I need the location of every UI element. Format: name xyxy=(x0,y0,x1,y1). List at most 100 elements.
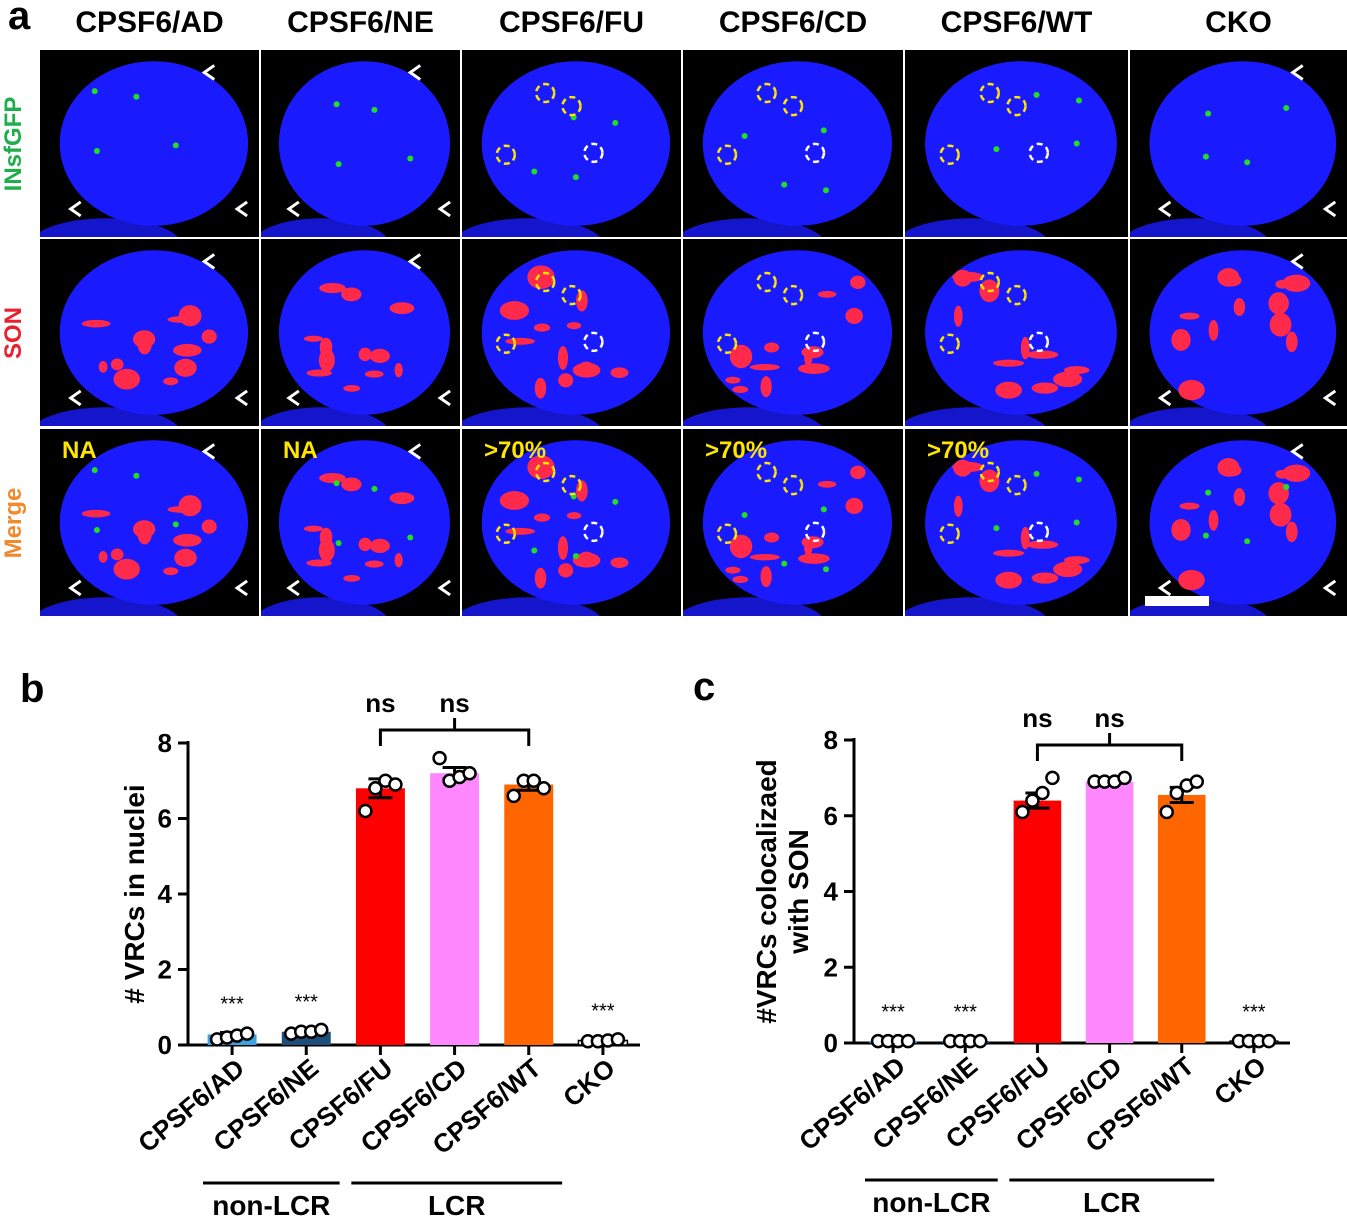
micrograph-tile xyxy=(261,50,460,237)
nucleus xyxy=(683,407,822,426)
vrc-circle-marker xyxy=(495,144,517,165)
x-tick-label: CPSF6/AD xyxy=(793,1051,911,1157)
data-point xyxy=(1025,793,1040,808)
speckle xyxy=(505,527,535,535)
data-point xyxy=(442,773,457,788)
group-label: non-LCR xyxy=(872,1187,990,1218)
vrc-dot xyxy=(823,566,829,573)
vrc-dot xyxy=(335,161,342,168)
data-point xyxy=(1035,785,1050,801)
group-label: non-LCR xyxy=(212,1190,330,1218)
speckle xyxy=(993,549,1025,557)
vrc-circle-marker xyxy=(756,82,777,104)
speckle xyxy=(1178,379,1205,401)
vrc-circle-marker xyxy=(495,523,517,544)
speckle xyxy=(303,335,324,342)
speckle xyxy=(174,358,197,377)
vrc-dot xyxy=(93,147,100,154)
speckle xyxy=(389,302,415,315)
speckle xyxy=(1222,274,1242,287)
arrowhead-marker xyxy=(1322,200,1337,218)
speckle xyxy=(952,271,984,283)
speckle xyxy=(804,537,813,556)
significance-label: ns xyxy=(439,688,469,718)
micrograph-tile xyxy=(40,50,259,237)
speckle xyxy=(804,347,813,366)
arrowhead-marker xyxy=(68,579,82,597)
speckle xyxy=(764,342,780,353)
data-point xyxy=(1117,770,1132,786)
speckle xyxy=(953,495,963,517)
vrc-circle-marker xyxy=(534,461,556,483)
speckle xyxy=(1026,540,1059,549)
speckle xyxy=(1282,464,1311,482)
speckle xyxy=(167,506,196,513)
vrc-dot xyxy=(1244,538,1251,545)
x-tick-label: CKO xyxy=(557,1053,621,1113)
y-axis-label: with SON xyxy=(783,829,814,954)
speckle xyxy=(1178,569,1205,591)
significance-label: *** xyxy=(954,1001,978,1023)
vrc-circle-marker xyxy=(1028,142,1050,164)
arrowhead-marker xyxy=(1290,64,1304,81)
group-label: LCR xyxy=(428,1190,486,1218)
micrograph-tile xyxy=(905,50,1128,237)
speckle xyxy=(817,290,837,298)
data-point xyxy=(1231,1033,1247,1049)
vrc-circle-marker xyxy=(583,331,604,353)
significance-bracket xyxy=(1035,743,1184,761)
vrc-circle-marker xyxy=(1028,521,1050,543)
vrc-dot xyxy=(823,187,829,194)
nucleus xyxy=(278,61,451,226)
speckle xyxy=(178,305,202,327)
micrograph-tile xyxy=(261,429,460,616)
arrowhead-marker xyxy=(68,389,82,407)
speckle xyxy=(850,275,866,290)
speckle xyxy=(318,538,335,562)
vrc-dot xyxy=(1202,532,1209,539)
speckle xyxy=(499,301,529,320)
vrc-dot xyxy=(531,168,538,175)
nucleus xyxy=(1130,218,1267,237)
arrowhead-marker xyxy=(437,389,451,407)
speckle xyxy=(610,557,629,568)
speckle xyxy=(318,348,335,372)
vrc-circle-marker xyxy=(534,271,556,293)
vrc-dot xyxy=(993,525,1000,532)
arrowhead-marker xyxy=(234,389,248,407)
vrc-dot xyxy=(1283,104,1290,111)
y-tick-label: 8 xyxy=(824,725,838,755)
x-tick-label: CPSF6/CD xyxy=(1010,1051,1128,1157)
data-point xyxy=(1261,1033,1277,1049)
vrc-circle-marker xyxy=(939,333,960,354)
speckle xyxy=(505,337,535,345)
speckle xyxy=(760,376,772,398)
nucleus xyxy=(925,61,1117,226)
data-point xyxy=(219,1030,235,1045)
micrograph-tile xyxy=(683,239,903,426)
speckle xyxy=(173,533,202,547)
vrc-dot xyxy=(572,553,579,560)
vrc-circle-marker xyxy=(716,144,738,165)
vrc-dot xyxy=(531,547,538,554)
speckle xyxy=(113,368,140,390)
speckle xyxy=(566,322,582,330)
arrowhead-marker xyxy=(201,443,216,460)
data-point xyxy=(526,773,541,788)
data-point xyxy=(590,1033,606,1049)
micrograph-tile xyxy=(1130,50,1347,237)
bar xyxy=(1157,794,1206,1043)
bar xyxy=(1013,800,1062,1043)
speckle xyxy=(566,512,582,520)
nucleus xyxy=(40,407,178,426)
data-point xyxy=(1251,1033,1267,1049)
vrc-dot xyxy=(333,480,340,487)
vrc-circle-marker xyxy=(939,144,960,165)
y-tick-label: 4 xyxy=(824,877,839,907)
micrograph-tile xyxy=(40,429,259,616)
nucleus xyxy=(702,61,893,226)
speckle xyxy=(1268,292,1289,315)
data-point xyxy=(516,773,531,788)
nucleus xyxy=(905,218,1046,237)
vrc-circle-marker xyxy=(804,521,826,543)
